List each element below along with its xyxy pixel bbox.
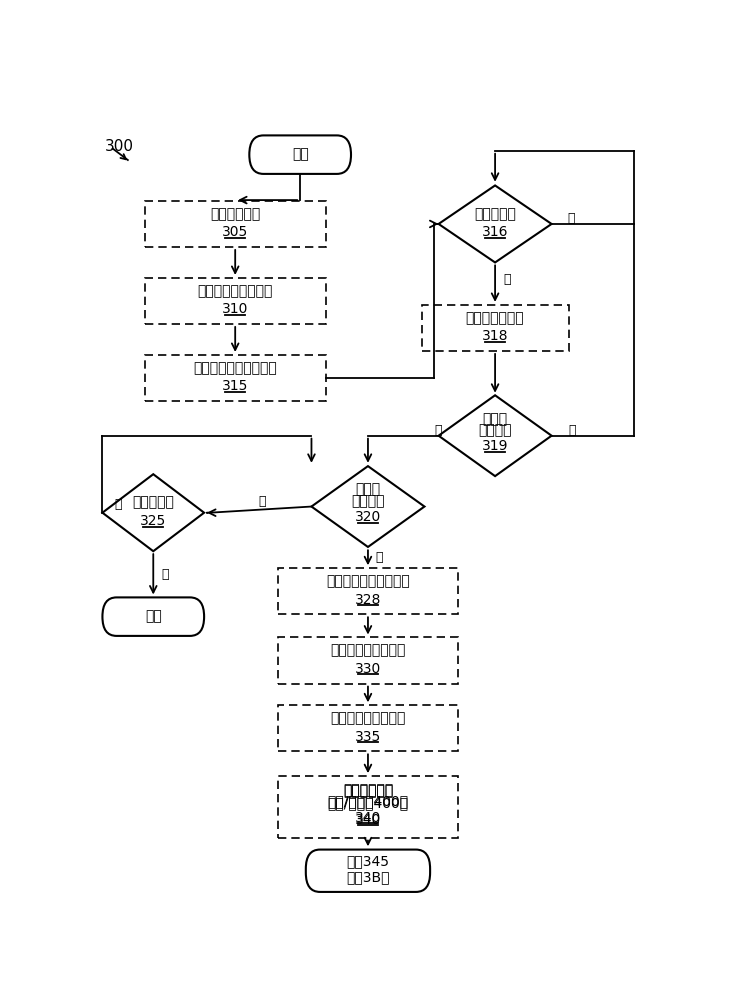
Text: 319: 319 <box>482 439 508 453</box>
Text: 获取并实施存储的参数: 获取并实施存储的参数 <box>193 361 277 375</box>
Text: 330: 330 <box>355 662 381 676</box>
Polygon shape <box>311 466 424 547</box>
Text: 是: 是 <box>375 551 383 564</box>
Polygon shape <box>439 395 552 476</box>
Text: 距离超: 距离超 <box>483 412 507 426</box>
Text: 340: 340 <box>355 813 381 827</box>
Text: 开始自主驾驶: 开始自主驾驶 <box>210 207 260 221</box>
FancyBboxPatch shape <box>278 637 459 684</box>
Text: （并/或前往400）: （并/或前往400） <box>327 796 408 810</box>
FancyBboxPatch shape <box>145 355 326 401</box>
Text: 300: 300 <box>105 139 134 154</box>
Polygon shape <box>439 185 552 262</box>
Text: 318: 318 <box>482 329 508 343</box>
Text: 速度超: 速度超 <box>356 483 381 497</box>
FancyBboxPatch shape <box>278 705 459 751</box>
Text: 340: 340 <box>355 811 381 825</box>
FancyBboxPatch shape <box>102 597 204 636</box>
FancyBboxPatch shape <box>145 278 326 324</box>
Text: 前往345: 前往345 <box>346 855 389 869</box>
Text: 自主模式？: 自主模式？ <box>133 496 174 510</box>
Text: 305: 305 <box>222 225 249 239</box>
Text: 328: 328 <box>355 593 381 607</box>
Text: 315: 315 <box>222 379 249 393</box>
Text: 是: 是 <box>115 498 122 512</box>
FancyBboxPatch shape <box>278 776 459 838</box>
Text: 是: 是 <box>434 424 442 437</box>
Text: 过阈值？: 过阈值？ <box>478 423 512 437</box>
Text: 开始: 开始 <box>292 148 308 162</box>
Text: 310: 310 <box>222 302 249 316</box>
Text: 325: 325 <box>140 514 166 528</box>
Text: 316: 316 <box>482 225 508 239</box>
Text: 否: 否 <box>568 212 575 225</box>
Text: （图3B）: （图3B） <box>346 870 390 884</box>
Text: 车辆移动？: 车辆移动？ <box>474 207 516 221</box>
FancyBboxPatch shape <box>145 201 326 247</box>
FancyBboxPatch shape <box>421 305 569 351</box>
Text: 将距离计数器重置为零: 将距离计数器重置为零 <box>326 574 410 588</box>
FancyBboxPatch shape <box>306 850 430 892</box>
FancyBboxPatch shape <box>249 135 351 174</box>
Text: 确定当前参数: 确定当前参数 <box>343 783 393 797</box>
Text: 否: 否 <box>161 568 168 581</box>
Text: （并/或前往400）: （并/或前往400） <box>327 794 408 808</box>
FancyBboxPatch shape <box>278 568 459 614</box>
Text: 增大距离计数器: 增大距离计数器 <box>466 311 524 325</box>
Text: 从施加制动收集数据: 从施加制动收集数据 <box>330 711 405 725</box>
Text: 否: 否 <box>258 495 265 508</box>
Text: 施加制动以测试参数: 施加制动以测试参数 <box>330 644 405 658</box>
Text: 否: 否 <box>569 424 576 437</box>
Text: 确定当前参数: 确定当前参数 <box>343 784 393 798</box>
Text: 结束: 结束 <box>145 610 162 624</box>
Text: 是: 是 <box>504 273 511 286</box>
Text: 335: 335 <box>355 730 381 744</box>
Text: 将跟踪变量设置为零: 将跟踪变量设置为零 <box>198 284 273 298</box>
Text: 过阈值？: 过阈值？ <box>351 494 385 508</box>
Polygon shape <box>102 474 204 551</box>
Text: 320: 320 <box>355 510 381 524</box>
